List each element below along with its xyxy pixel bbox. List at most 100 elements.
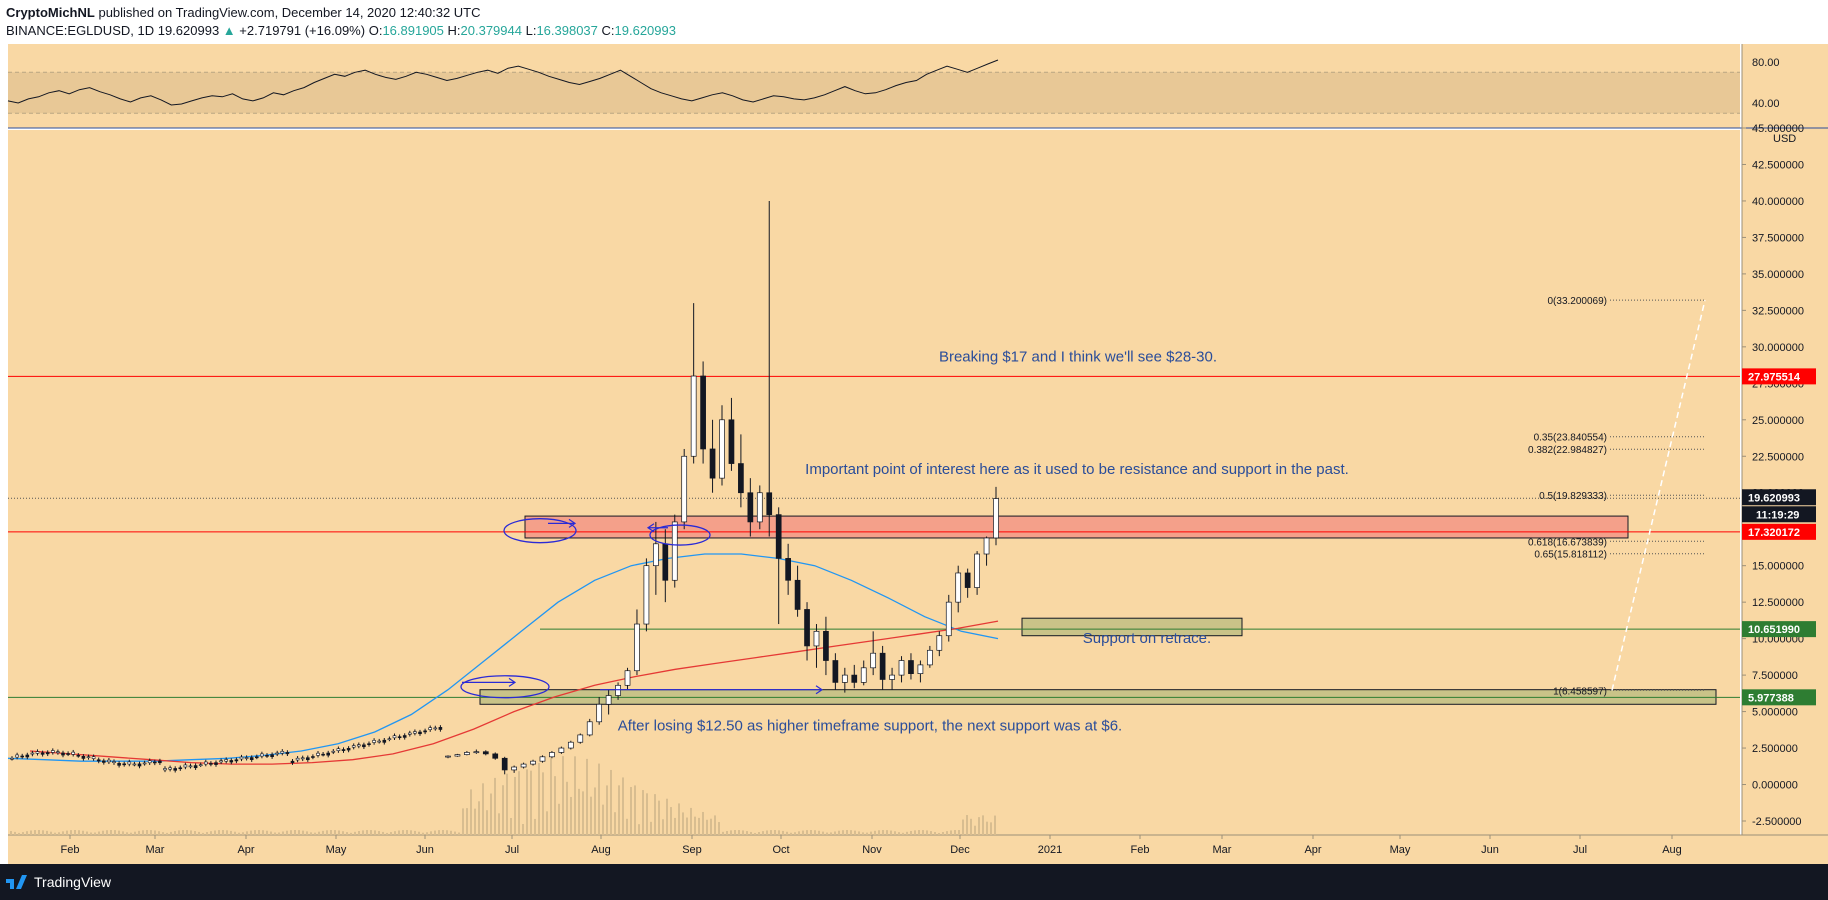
candle-body — [766, 492, 773, 515]
volume-bar — [386, 832, 388, 835]
volume-bar — [430, 831, 432, 835]
volume-bar — [278, 832, 280, 835]
volume-bar — [174, 831, 176, 835]
candle-body — [178, 767, 183, 770]
volume-bar — [450, 830, 452, 835]
time-tick-label: Dec — [950, 844, 970, 856]
candle-body — [473, 751, 480, 754]
candle-body — [107, 759, 111, 763]
candle-body — [198, 764, 203, 766]
high-value: 20.379944 — [460, 23, 522, 38]
candle-body — [728, 419, 735, 464]
tradingview-brand[interactable]: TradingView — [34, 874, 112, 890]
volume-bar — [314, 832, 316, 835]
volume-bar — [298, 830, 300, 835]
volume-bar — [78, 830, 80, 835]
volume-bar — [70, 830, 72, 835]
arrow-right-icon — [548, 518, 577, 528]
volume-bar — [470, 789, 472, 835]
volume-bar — [182, 830, 184, 835]
volume-bar — [166, 832, 168, 835]
fib-level-label: 1(6.458597) — [1553, 686, 1607, 697]
fib-level-label: 0.382(22.984827) — [1528, 445, 1607, 456]
volume-bar — [662, 819, 664, 835]
volume-bar — [678, 803, 680, 835]
candle-body — [709, 448, 716, 479]
volume-bar — [802, 830, 804, 835]
volume-bar — [138, 830, 140, 835]
volume-bar — [22, 832, 24, 835]
candle-body — [214, 762, 218, 765]
candle-body — [311, 756, 315, 758]
volume-bar — [94, 832, 96, 835]
last-price-badge-label: 19.620993 — [1748, 492, 1800, 504]
countdown-badge-label: 11:19:29 — [1756, 509, 1799, 521]
chart-annotation: Support on retrace. — [1083, 630, 1211, 647]
candle-body — [270, 754, 274, 758]
candle-body — [927, 649, 933, 666]
candle-body — [397, 736, 402, 738]
volume-bar — [242, 832, 244, 835]
volume-bar — [570, 796, 572, 835]
candle-body — [362, 744, 366, 748]
candle-body — [407, 732, 412, 735]
time-tick-label: 2021 — [1038, 844, 1062, 856]
candle-body — [132, 763, 137, 766]
volume-bar — [286, 830, 288, 835]
volume-bar — [10, 831, 12, 835]
candle-body — [66, 753, 70, 755]
volume-bar — [762, 831, 764, 835]
volume-bar — [838, 830, 840, 835]
candle-body — [224, 759, 228, 762]
candle-body — [832, 660, 839, 683]
volume-bar — [262, 830, 264, 835]
volume-bar — [886, 830, 888, 835]
level-badge — [1742, 621, 1816, 638]
volume-bar — [258, 830, 260, 835]
candle-body — [91, 756, 96, 759]
volume-bar — [226, 830, 228, 835]
candle-body — [738, 463, 744, 494]
volume-bar — [906, 831, 908, 835]
volume-bar — [46, 830, 48, 835]
publisher-name[interactable]: CryptoMichNL — [6, 5, 95, 20]
volume-bar — [254, 830, 256, 835]
volume-bar — [590, 796, 592, 835]
level-badge-label: 5.977388 — [1748, 692, 1794, 704]
candle-body — [539, 756, 546, 762]
volume-bar — [110, 830, 112, 835]
candle-body — [428, 727, 433, 730]
volume-bar — [54, 832, 56, 835]
candle-body — [870, 652, 877, 669]
candle-body — [520, 763, 527, 768]
symbol-label[interactable]: BINANCE:EGLDUSD, 1D — [6, 23, 155, 38]
candle-body — [367, 743, 371, 745]
candle-body — [173, 768, 177, 771]
volume-bar — [178, 830, 180, 835]
candle-body — [662, 543, 669, 581]
volume-bar — [606, 785, 608, 835]
volume-bar — [26, 831, 28, 835]
volume-bar — [994, 815, 996, 835]
candle-body — [35, 751, 40, 754]
candle-body — [260, 753, 264, 757]
candle-body — [445, 755, 451, 758]
fib-trend-line — [1611, 299, 1706, 691]
volume-bar — [866, 832, 868, 835]
candle-body — [382, 739, 387, 743]
level-badge-label: 10.651990 — [1748, 624, 1800, 636]
volume-bar — [190, 830, 192, 835]
volume-bar — [558, 803, 560, 835]
footer-bar: TradingView — [0, 864, 1828, 900]
price-tick-label: -2.500000 — [1752, 816, 1802, 828]
candle-body — [127, 761, 132, 765]
volume-bar — [154, 830, 156, 835]
candle-body — [438, 727, 443, 730]
volume-bar — [466, 808, 468, 835]
volume-bar — [962, 819, 964, 835]
volume-bar — [690, 807, 692, 835]
candle-body — [577, 734, 584, 743]
price-chart[interactable]: 80.00 40.00 45.000000 42.500000 40.000000 37.… — [0, 44, 1828, 864]
volume-bar — [938, 832, 940, 835]
time-tick-label: Mar — [146, 844, 165, 856]
